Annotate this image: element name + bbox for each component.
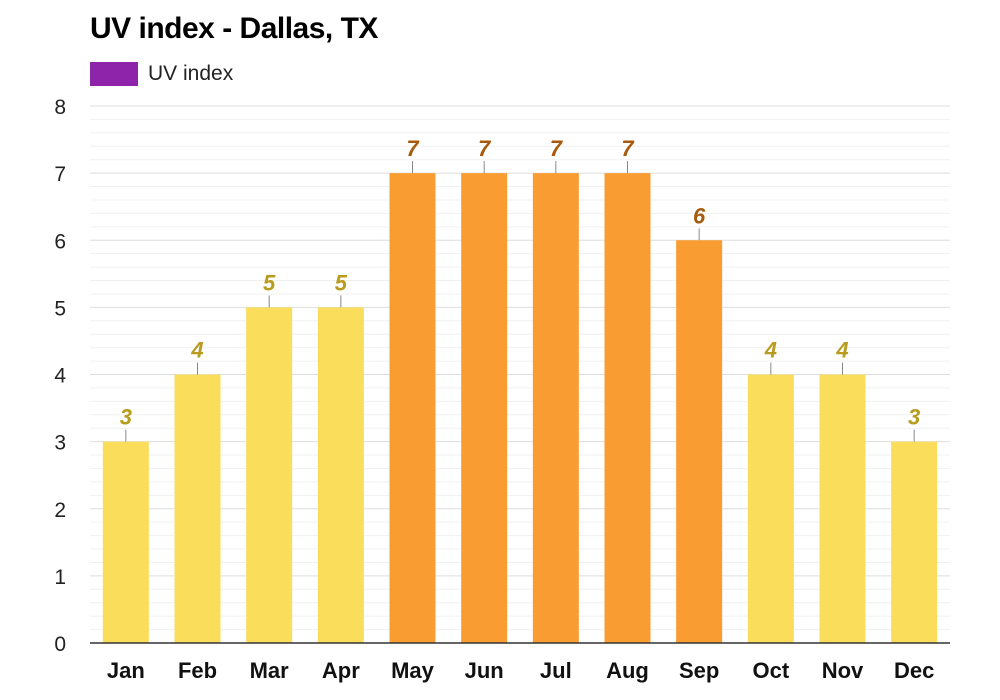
- legend-label: UV index: [148, 62, 234, 85]
- y-tick-label: 1: [54, 566, 66, 589]
- bar-value-label: 4: [190, 338, 203, 363]
- bar: [389, 173, 436, 643]
- x-tick-label: May: [391, 658, 435, 683]
- x-tick-label: Jul: [540, 658, 572, 683]
- x-tick-label: Jun: [465, 658, 504, 683]
- bar-value-label: 5: [263, 270, 276, 295]
- x-tick-label: Feb: [178, 658, 217, 683]
- bar: [461, 173, 508, 643]
- bar: [174, 374, 221, 643]
- y-tick-label: 8: [54, 96, 66, 119]
- bar: [676, 240, 723, 643]
- bar: [532, 173, 579, 643]
- x-tick-label: Mar: [250, 658, 290, 683]
- bar-value-label: 6: [693, 203, 706, 228]
- y-tick-label: 0: [54, 633, 66, 656]
- y-tick-label: 4: [54, 365, 66, 388]
- bar: [891, 441, 938, 643]
- legend-swatch: [90, 62, 138, 86]
- bar: [747, 374, 794, 643]
- bar: [317, 307, 364, 643]
- y-tick-label: 3: [54, 432, 66, 455]
- bar-value-label: 3: [908, 405, 920, 430]
- chart-title: UV index - Dallas, TX: [90, 12, 378, 45]
- bar-value-label: 7: [478, 136, 492, 161]
- bar: [604, 173, 651, 643]
- bar: [102, 441, 149, 643]
- x-tick-label: Sep: [679, 658, 719, 683]
- bar-value-label: 4: [835, 338, 848, 363]
- y-tick-label: 7: [54, 163, 66, 186]
- x-tick-label: Apr: [322, 658, 360, 683]
- bar-value-label: 5: [335, 270, 348, 295]
- bar-value-label: 3: [120, 405, 132, 430]
- bar-value-label: 7: [621, 136, 635, 161]
- x-tick-label: Oct: [752, 658, 789, 683]
- y-tick-label: 6: [54, 230, 66, 253]
- x-tick-label: Dec: [894, 658, 934, 683]
- bar: [819, 374, 866, 643]
- x-tick-label: Jan: [107, 658, 145, 683]
- legend: UV index: [90, 62, 233, 86]
- bar: [246, 307, 293, 643]
- x-tick-label: Aug: [606, 658, 649, 683]
- bar-value-label: 7: [406, 136, 420, 161]
- y-tick-label: 5: [54, 297, 66, 320]
- x-tick-label: Nov: [822, 658, 864, 683]
- bar-value-label: 4: [764, 338, 777, 363]
- y-tick-label: 2: [54, 499, 66, 522]
- bar-value-label: 7: [550, 136, 564, 161]
